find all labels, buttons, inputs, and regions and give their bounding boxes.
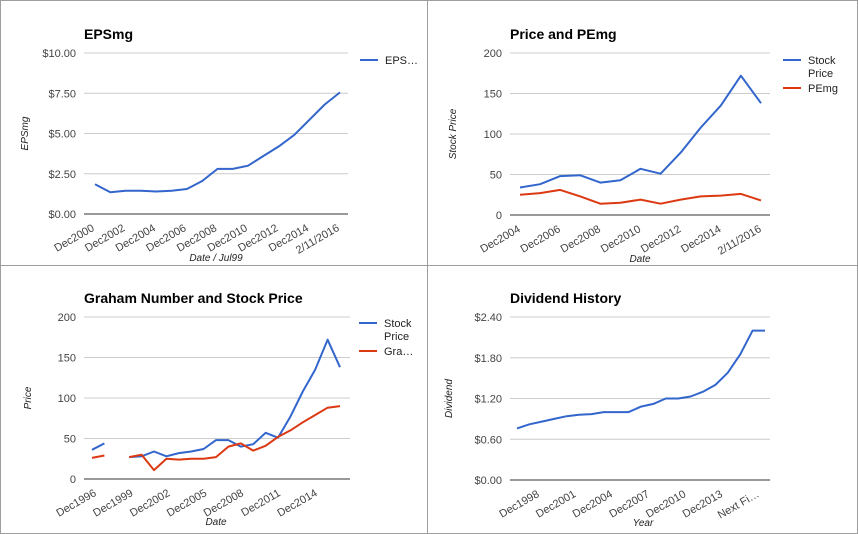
y-tick-label: $0.60	[474, 434, 502, 446]
x-tick-label: Dec1996	[54, 487, 98, 519]
y-tick-label: $5.00	[48, 129, 76, 141]
x-tick-label: Dec2012	[639, 223, 683, 255]
y-tick-label: 0	[496, 210, 502, 222]
x-tick-label: Dec1999	[91, 487, 135, 519]
dividend-chart: Dividend History $0.00 $0.60 $1.20 $1.80 $2.4…	[444, 290, 770, 529]
y-tick-label: 100	[58, 393, 76, 405]
x-tick-label: Dec2007	[607, 488, 651, 520]
series-line-epsmg	[94, 91, 341, 194]
x-axis-label: Date	[629, 254, 651, 265]
x-tick-label: Dec2001	[534, 488, 578, 520]
eps-chart: EPSmg$0.00$2.50$5.00$7.50$10.00EPSmgDec2…	[20, 26, 418, 264]
x-tick-label: Dec2011	[239, 487, 282, 519]
chart-title: EPSmg	[84, 26, 133, 42]
x-tick-label: Dec1998	[497, 488, 541, 520]
x-tick-label: Dec2010	[599, 223, 643, 255]
chart-body: Graham Number and Stock Price 0 50 100 150 20…	[23, 290, 413, 528]
x-tick-label: Dec2004	[478, 223, 522, 255]
y-tick-label: $0.00	[48, 209, 76, 221]
legend-label: EPS…	[385, 55, 418, 67]
y-axis-label: Price	[23, 386, 34, 409]
y-tick-label: $7.50	[48, 88, 76, 100]
y-axis-label: Stock Price	[448, 108, 459, 159]
chart-title: Graham Number and Stock Price	[84, 290, 303, 306]
series-line-dividend	[516, 329, 765, 430]
legend-label: Stock Price	[384, 318, 412, 343]
chart-body: Dividend History $0.00 $0.60 $1.20 $1.80 $2.4…	[444, 290, 770, 529]
eps-chart-panel: EPSmg $0.00 $2.50 $5.00 $7.50 $10.00 EPSmg Dec2…	[0, 0, 430, 268]
x-tick-label: Dec2010	[644, 488, 688, 520]
x-tick-label: Dec2005	[165, 487, 209, 519]
legend-label: Stock Price	[808, 55, 836, 80]
x-tick-label: 2/11/2016	[716, 223, 764, 257]
y-tick-label: $2.50	[48, 169, 76, 181]
y-tick-label: $10.00	[42, 48, 76, 60]
y-tick-label: 50	[490, 170, 502, 182]
series-line-graham-number	[91, 405, 341, 472]
x-axis-label: Date	[205, 517, 227, 528]
x-tick-label: Dec2006	[519, 223, 563, 255]
legend-label: Gra…	[384, 346, 413, 358]
y-tick-label: 200	[58, 312, 76, 324]
series-line-stock-price	[91, 338, 341, 459]
price-pe-chart-panel: Price and PEmg 0 50 100 150 200 Stock Price Dec…	[427, 0, 858, 268]
y-axis-label: Dividend	[444, 379, 455, 418]
y-tick-label: 50	[64, 434, 76, 446]
y-tick-label: 200	[484, 48, 502, 60]
price-pe-chart: Price and PEmg 0 50 100 150 200 Stock Price Dec…	[448, 26, 838, 265]
dividend-chart-panel: Dividend History $0.00 $0.60 $1.20 $1.80 $2.4…	[427, 265, 858, 534]
y-tick-label: 150	[58, 353, 76, 365]
graham-chart-panel: Graham Number and Stock Price 0 50 100 150 20…	[0, 265, 430, 534]
y-tick-label: $1.80	[474, 353, 502, 365]
chart-body: EPSmg$0.00$2.50$5.00$7.50$10.00EPSmgDec2…	[20, 26, 418, 264]
x-tick-label: Dec2008	[202, 487, 246, 519]
x-axis-label: Year	[633, 518, 654, 529]
y-tick-label: 100	[484, 129, 502, 141]
y-tick-label: $2.40	[474, 312, 502, 324]
legend-label: PEmg	[808, 83, 838, 95]
chart-title: Dividend History	[510, 290, 621, 306]
series-line-pemg	[519, 188, 762, 205]
y-tick-label: $0.00	[474, 475, 502, 487]
x-tick-label: Dec2002	[128, 487, 172, 519]
x-tick-label: Next Fi…	[716, 488, 762, 521]
x-tick-label: Dec2014	[275, 487, 319, 519]
chart-body: Price and PEmg 0 50 100 150 200 Stock Price Dec…	[448, 26, 838, 265]
y-tick-label: 0	[70, 474, 76, 486]
series-line-stock-price	[519, 74, 762, 189]
y-tick-label: 150	[484, 89, 502, 101]
x-tick-label: Dec2004	[571, 488, 615, 520]
y-tick-label: $1.20	[474, 394, 502, 406]
graham-chart: Graham Number and Stock Price 0 50 100 150 20…	[23, 290, 413, 528]
x-axis-label: Date / Jul99	[189, 253, 243, 264]
chart-title: Price and PEmg	[510, 26, 617, 42]
y-axis-label: EPSmg	[20, 116, 31, 150]
x-tick-label: Dec2008	[559, 223, 603, 255]
